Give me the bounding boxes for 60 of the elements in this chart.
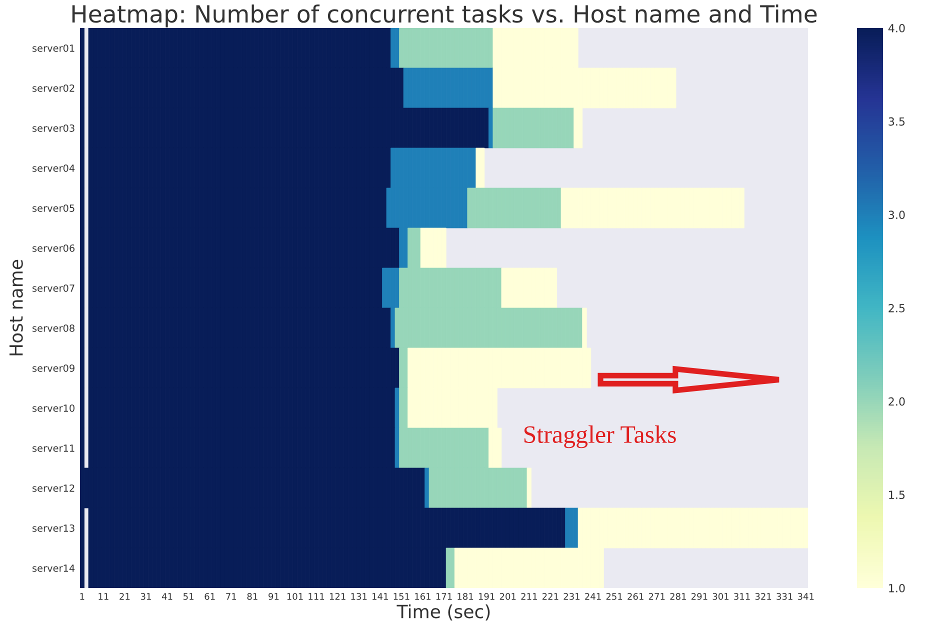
x-tick-label: 321 bbox=[755, 593, 772, 600]
x-tick-label: 221 bbox=[542, 593, 558, 600]
y-tick-label: server01 bbox=[32, 44, 74, 52]
color-bar-label: 3.5 bbox=[888, 117, 905, 126]
color-bar-label: 1.0 bbox=[889, 584, 905, 592]
x-tick-label: 41 bbox=[162, 593, 172, 600]
y-tick-label: server02 bbox=[32, 84, 74, 92]
x-tick-label: 171 bbox=[436, 593, 452, 600]
x-tick-label: 341 bbox=[798, 593, 814, 600]
x-tick-label: 61 bbox=[204, 593, 215, 600]
x-tick-label: 301 bbox=[712, 593, 729, 600]
x-tick-label: 51 bbox=[184, 593, 194, 600]
y-tick-label: server03 bbox=[32, 124, 74, 132]
color-bar-label: 4.0 bbox=[888, 24, 905, 32]
y-tick-label: server13 bbox=[32, 524, 74, 532]
x-tick-label: 251 bbox=[606, 593, 622, 600]
x-tick-label: 71 bbox=[226, 593, 236, 600]
x-axis-title: Time (sec) bbox=[396, 604, 490, 620]
y-axis-title: Host name bbox=[10, 260, 23, 356]
y-tick-label: server08 bbox=[32, 324, 74, 332]
x-tick-label: 21 bbox=[120, 593, 130, 600]
x-tick-label: 191 bbox=[478, 593, 494, 600]
chart-title: Heatmap: Number of concurrent tasks vs. Host name and Time bbox=[72, 4, 817, 28]
x-tick-label: 181 bbox=[458, 593, 474, 600]
x-tick-label: 281 bbox=[670, 593, 686, 600]
y-tick-label: server14 bbox=[32, 564, 75, 572]
y-tick-label: server05 bbox=[32, 204, 74, 212]
x-tick-label: 211 bbox=[521, 593, 537, 600]
x-tick-label: 241 bbox=[585, 593, 601, 600]
color-bar-label: 1.5 bbox=[889, 490, 905, 500]
x-tick-label: 11 bbox=[98, 593, 108, 600]
x-tick-label: 291 bbox=[691, 593, 708, 600]
x-tick-label: 161 bbox=[415, 593, 430, 600]
x-tick-label: 101 bbox=[287, 593, 303, 600]
color-bar-label: 2.0 bbox=[888, 397, 905, 406]
y-tick-label: server09 bbox=[32, 364, 74, 372]
x-tick-label: 141 bbox=[372, 593, 388, 600]
y-tick-label: server11 bbox=[32, 444, 74, 452]
x-tick-label: 31 bbox=[140, 593, 151, 600]
y-tick-label: server07 bbox=[32, 284, 74, 292]
x-tick-label: 271 bbox=[648, 593, 665, 600]
x-tick-label: 1 bbox=[80, 593, 84, 600]
x-tick-label: 201 bbox=[500, 593, 516, 600]
y-tick-label: server06 bbox=[32, 244, 75, 252]
x-tick-label: 131 bbox=[351, 593, 367, 600]
annotation: Straggler Tasks bbox=[524, 425, 676, 448]
y-tick-label: server10 bbox=[32, 404, 74, 412]
x-tick-label: 111 bbox=[308, 593, 324, 600]
x-tick-label: 261 bbox=[628, 593, 644, 600]
x-tick-label: 231 bbox=[564, 593, 580, 600]
y-tick-label: server12 bbox=[32, 484, 74, 492]
y-tick-label: server04 bbox=[32, 164, 75, 172]
x-tick-label: 91 bbox=[268, 593, 279, 600]
color-bar-label: 2.5 bbox=[888, 304, 905, 312]
x-tick-label: 311 bbox=[734, 593, 750, 600]
x-tick-label: 81 bbox=[247, 593, 258, 600]
color-bar-label: 3.0 bbox=[888, 210, 905, 220]
x-tick-label: 121 bbox=[330, 593, 346, 600]
x-tick-label: 331 bbox=[776, 593, 792, 600]
x-tick-label: 151 bbox=[394, 593, 410, 600]
